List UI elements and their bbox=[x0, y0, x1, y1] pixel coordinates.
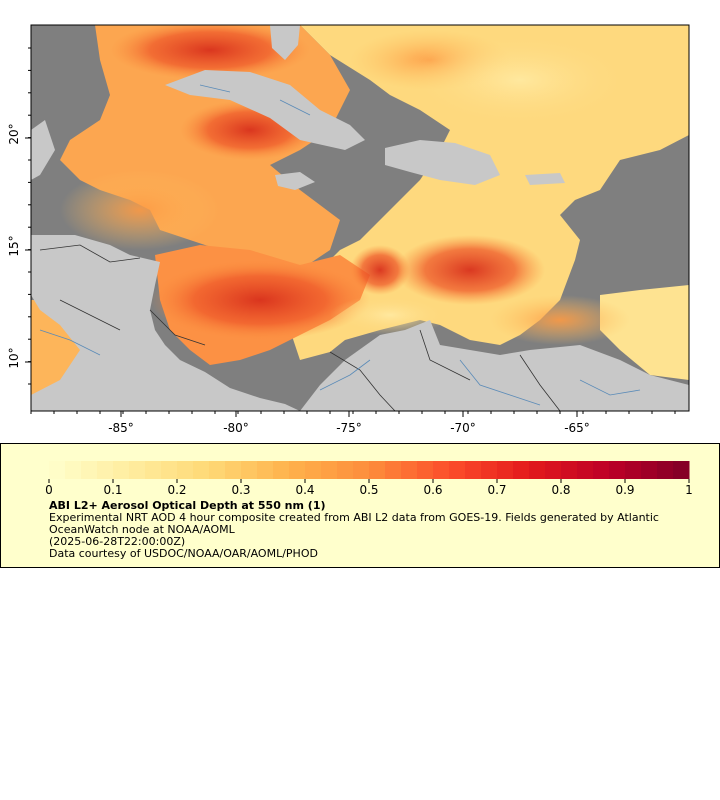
colorbar-label: 0.6 bbox=[423, 483, 442, 497]
colorbar-cell bbox=[593, 461, 610, 479]
colorbar-cell bbox=[673, 461, 690, 479]
colorbar-cell bbox=[257, 461, 274, 479]
lat-tick-label: 15° bbox=[7, 235, 21, 256]
land-cuba bbox=[165, 70, 365, 150]
colorbar-cell bbox=[289, 461, 306, 479]
map-panel: -85° -80° -75° -70° -65° 20° 15° 10° bbox=[7, 24, 690, 435]
colorbar-cell bbox=[145, 461, 162, 479]
colorbar-label: 0.4 bbox=[295, 483, 314, 497]
colorbar-cell bbox=[113, 461, 130, 479]
colorbar-cell bbox=[449, 461, 466, 479]
colorbar-cell bbox=[337, 461, 354, 479]
colorbar-cell bbox=[225, 461, 242, 479]
land-florida-tip bbox=[270, 25, 300, 60]
colorbar-label: 0.9 bbox=[615, 483, 634, 497]
lon-tick-label: -75° bbox=[336, 421, 362, 435]
colorbar-cell bbox=[193, 461, 210, 479]
aod-hotspot bbox=[395, 235, 545, 305]
colorbar-cell bbox=[161, 461, 178, 479]
colorbar-cell bbox=[369, 461, 386, 479]
aod-hotspot bbox=[150, 260, 370, 340]
colorbar-cell bbox=[241, 461, 258, 479]
longitude-axis: -85° -80° -75° -70° -65° bbox=[30, 411, 676, 435]
colorbar-cell bbox=[577, 461, 594, 479]
colorbar-label: 0.8 bbox=[551, 483, 570, 497]
land-central-america bbox=[31, 235, 300, 411]
colorbar-cell bbox=[513, 461, 530, 479]
aod-hotspot bbox=[110, 25, 310, 80]
colorbar-labels: 0 0.1 0.2 0.3 0.4 0.5 0.6 0.7 0.8 0.9 1 bbox=[45, 479, 693, 497]
colorbar-cell bbox=[641, 461, 658, 479]
colorbar-cell bbox=[497, 461, 514, 479]
colorbar-cell bbox=[385, 461, 402, 479]
land-jamaica bbox=[275, 172, 315, 190]
colorbar-label: 0 bbox=[45, 483, 53, 497]
lat-tick-label: 20° bbox=[7, 123, 21, 144]
colorbar-cell bbox=[417, 461, 434, 479]
land-south-america bbox=[300, 320, 689, 411]
colorbar-cell bbox=[97, 461, 114, 479]
lon-tick-label: -70° bbox=[450, 421, 476, 435]
colorbar-cell bbox=[65, 461, 82, 479]
colorbar: 0 0.1 0.2 0.3 0.4 0.5 0.6 0.7 0.8 0.9 1 bbox=[45, 461, 693, 497]
legend-title: ABI L2+ Aerosol Optical Depth at 550 nm … bbox=[49, 499, 326, 512]
latitude-axis: 20° 15° 10° bbox=[7, 47, 31, 385]
colorbar-label: 1 bbox=[685, 483, 693, 497]
colorbar-cell bbox=[481, 461, 498, 479]
colorbar-cell bbox=[209, 461, 226, 479]
colorbar-cell bbox=[81, 461, 98, 479]
aod-warm bbox=[60, 170, 220, 250]
colorbar-cell bbox=[305, 461, 322, 479]
land-hispaniola bbox=[385, 140, 500, 185]
legend-panel: 0 0.1 0.2 0.3 0.4 0.5 0.6 0.7 0.8 0.9 1 ABI L2+ Ae… bbox=[0, 443, 720, 568]
colorbar-cell bbox=[321, 461, 338, 479]
colorbar-cell bbox=[353, 461, 370, 479]
colorbar-label: 0.7 bbox=[487, 483, 506, 497]
colorbar-cell bbox=[625, 461, 642, 479]
lat-tick-label: 10° bbox=[7, 347, 21, 368]
legend-timestamp: (2025-06-28T22:00:00Z) bbox=[49, 535, 186, 548]
colorbar-label: 0.2 bbox=[167, 483, 186, 497]
colorbar-cell bbox=[49, 461, 66, 479]
colorbar-label: 0.1 bbox=[103, 483, 122, 497]
colorbar-cell bbox=[465, 461, 482, 479]
colorbar-label: 0.5 bbox=[359, 483, 378, 497]
legend-credit: Data courtesy of USDOC/NOAA/OAR/AOML/PHO… bbox=[49, 547, 318, 560]
legend-text: ABI L2+ Aerosol Optical Depth at 550 nm … bbox=[49, 500, 709, 560]
aod-warm bbox=[490, 295, 630, 345]
colorbar-cell bbox=[609, 461, 626, 479]
colorbar-cell bbox=[433, 461, 450, 479]
lon-tick-label: -80° bbox=[223, 421, 249, 435]
country-border bbox=[39, 244, 561, 411]
aod-hotspot bbox=[350, 245, 410, 295]
colorbar-cell bbox=[273, 461, 290, 479]
lon-tick-label: -85° bbox=[108, 421, 134, 435]
aod-map: -85° -80° -75° -70° -65° 20° 15° 10° bbox=[7, 24, 690, 435]
colorbar-cells bbox=[49, 461, 690, 479]
colorbar-cell bbox=[561, 461, 578, 479]
map-frame bbox=[30, 24, 690, 412]
land-yucatan-edge bbox=[31, 120, 55, 180]
aod-pale bbox=[400, 30, 640, 130]
colorbar-cell bbox=[545, 461, 562, 479]
land-puerto-rico bbox=[525, 173, 565, 185]
colorbar-cell bbox=[401, 461, 418, 479]
colorbar-label: 0.3 bbox=[231, 483, 250, 497]
colorbar-cell bbox=[177, 461, 194, 479]
legend-description: Experimental NRT AOD 4 hour composite cr… bbox=[49, 511, 659, 536]
river bbox=[39, 329, 641, 406]
lon-tick-label: -65° bbox=[564, 421, 590, 435]
colorbar-cell bbox=[129, 461, 146, 479]
cuba-rivers bbox=[199, 84, 311, 116]
colorbar-cell bbox=[657, 461, 674, 479]
colorbar-cell bbox=[529, 461, 546, 479]
